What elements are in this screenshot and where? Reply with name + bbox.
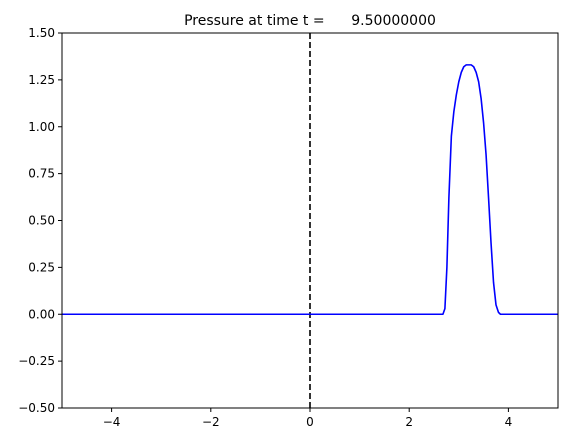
- y-tick-label: −0.50: [18, 401, 55, 415]
- x-tick-label: 0: [306, 415, 314, 429]
- y-tick-label: 1.00: [28, 120, 55, 134]
- y-tick-label: 0.75: [28, 167, 55, 181]
- x-tick-label: −2: [202, 415, 220, 429]
- y-tick-label: 1.50: [28, 26, 55, 40]
- y-tick-label: 0.50: [28, 214, 55, 228]
- y-tick-label: −0.25: [18, 354, 55, 368]
- plot-content: [62, 33, 558, 408]
- y-tick-label: 1.25: [28, 73, 55, 87]
- chart-title: Pressure at time t = 9.50000000: [184, 13, 436, 29]
- x-tick-label: 4: [505, 415, 513, 429]
- x-tick-label: 2: [405, 415, 413, 429]
- y-tick-label: 0.00: [28, 307, 55, 321]
- x-axis-ticks: −4 −2 0 2 4: [103, 408, 512, 429]
- x-tick-label: −4: [103, 415, 121, 429]
- series-line-0: [62, 64, 558, 316]
- y-axis-ticks: −0.50 −0.25 0.00 0.25 0.50 0.75 1.00 1.25 1.50: [18, 26, 62, 415]
- y-tick-label: 0.25: [28, 260, 55, 274]
